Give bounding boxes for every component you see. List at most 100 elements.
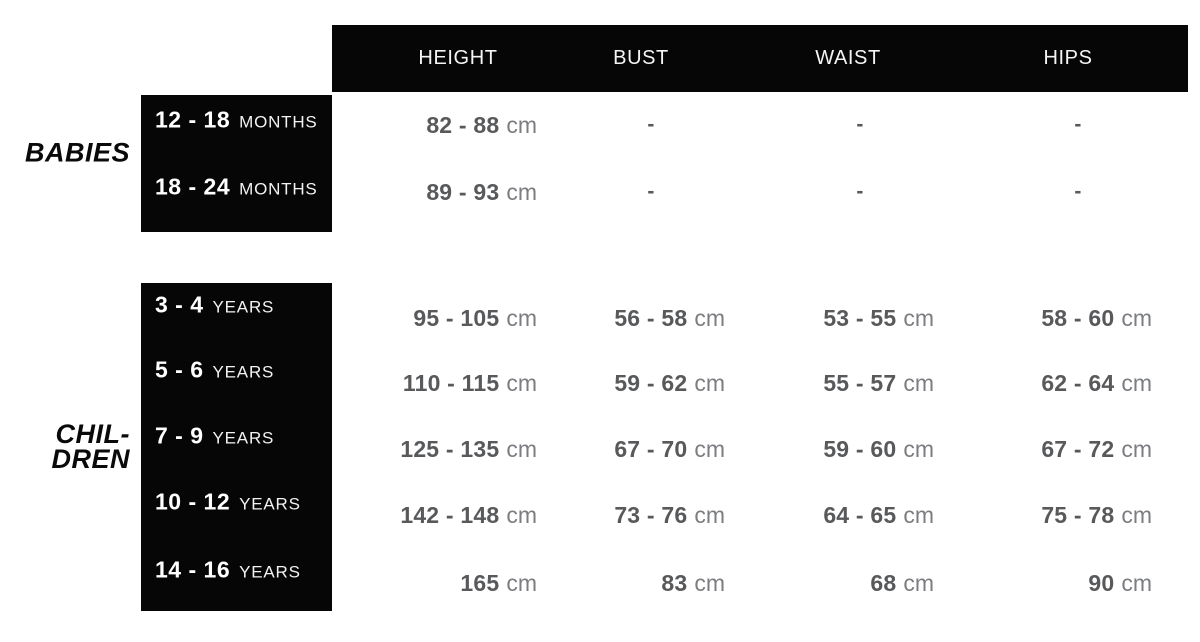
age-range-unit: YEARS bbox=[212, 297, 275, 317]
hips-unit: cm bbox=[1121, 369, 1152, 396]
cell-bust: 73 - 76 cm bbox=[545, 482, 725, 548]
height-value: 82 - 88 bbox=[426, 111, 500, 138]
cell-height: 165 cm bbox=[357, 550, 537, 616]
hips-value: 62 - 64 bbox=[1041, 369, 1115, 396]
cell-height: 125 - 135 cm bbox=[357, 416, 537, 482]
age-range-label: 10 - 12 YEARS bbox=[155, 489, 301, 516]
cell-height: 89 - 93 cm bbox=[357, 159, 537, 225]
bust-unit: cm bbox=[694, 304, 725, 331]
section-label-line: BABIES bbox=[24, 137, 130, 168]
age-range-value: 3 - 4 bbox=[155, 291, 204, 318]
bust-unit: cm bbox=[694, 569, 725, 596]
waist-value: - bbox=[856, 113, 864, 136]
age-range-value: 10 - 12 bbox=[155, 488, 231, 515]
section-label-line: CHIL- bbox=[55, 419, 130, 449]
hips-unit: cm bbox=[1121, 304, 1152, 331]
hips-unit: cm bbox=[1121, 501, 1152, 528]
age-range-label: 3 - 4 YEARS bbox=[155, 292, 274, 319]
waist-value: - bbox=[856, 180, 864, 203]
waist-value: 53 - 55 bbox=[823, 304, 897, 331]
hips-value: 58 - 60 bbox=[1041, 304, 1115, 331]
section-label-children: CHIL- DREN bbox=[0, 419, 130, 474]
bust-value: 83 bbox=[661, 569, 688, 596]
cell-height: 82 - 88 cm bbox=[357, 92, 537, 158]
height-unit: cm bbox=[506, 435, 537, 462]
age-range-label: 5 - 6 YEARS bbox=[155, 357, 274, 384]
cell-bust: 59 - 62 cm bbox=[545, 350, 725, 416]
age-range-value: 5 - 6 bbox=[155, 356, 204, 383]
cell-hips: 62 - 64 cm bbox=[972, 350, 1152, 416]
age-range-unit: MONTHS bbox=[239, 179, 318, 199]
hips-value: 75 - 78 bbox=[1041, 501, 1115, 528]
age-range-value: 18 - 24 bbox=[155, 173, 231, 200]
age-range-unit: YEARS bbox=[239, 562, 301, 582]
age-range-value: 12 - 18 bbox=[155, 106, 231, 133]
age-range-unit: YEARS bbox=[212, 362, 275, 382]
column-header-bust: BUST bbox=[613, 47, 669, 69]
cell-height: 110 - 115 cm bbox=[357, 350, 537, 416]
bust-value: - bbox=[647, 180, 655, 203]
cell-hips: 67 - 72 cm bbox=[972, 416, 1152, 482]
cell-bust: 56 - 58 cm bbox=[545, 285, 725, 351]
bust-value: - bbox=[647, 113, 655, 136]
height-value: 142 - 148 bbox=[400, 501, 500, 528]
height-value: 89 - 93 bbox=[426, 178, 500, 205]
cell-height: 95 - 105 cm bbox=[357, 285, 537, 351]
bust-unit: cm bbox=[694, 501, 725, 528]
cell-waist: 68 cm bbox=[754, 550, 934, 616]
cell-bust: - bbox=[545, 159, 741, 225]
hips-value: - bbox=[1074, 113, 1082, 136]
table-row: 12 - 18 MONTHS 82 - 88 cm - - - bbox=[0, 87, 1200, 153]
cell-waist: 59 - 60 cm bbox=[754, 416, 934, 482]
cell-waist: 53 - 55 cm bbox=[754, 285, 934, 351]
waist-unit: cm bbox=[903, 569, 934, 596]
cell-hips: 90 cm bbox=[972, 550, 1152, 616]
height-unit: cm bbox=[506, 569, 537, 596]
cell-waist: 64 - 65 cm bbox=[754, 482, 934, 548]
waist-value: 59 - 60 bbox=[823, 435, 897, 462]
cell-height: 142 - 148 cm bbox=[357, 482, 537, 548]
section-label-line: DREN bbox=[51, 444, 130, 474]
table-row: 18 - 24 MONTHS 89 - 93 cm - - - bbox=[0, 154, 1200, 220]
table-row: 3 - 4 YEARS 95 - 105 cm 56 - 58 cm 53 - … bbox=[0, 272, 1200, 338]
table-row: 10 - 12 YEARS 142 - 148 cm 73 - 76 cm 64… bbox=[0, 469, 1200, 535]
cell-hips: - bbox=[972, 159, 1168, 225]
waist-unit: cm bbox=[903, 435, 934, 462]
hips-unit: cm bbox=[1121, 569, 1152, 596]
age-range-unit: YEARS bbox=[239, 494, 301, 514]
height-unit: cm bbox=[506, 304, 537, 331]
column-header-height: HEIGHT bbox=[418, 47, 498, 69]
bust-value: 59 - 62 bbox=[614, 369, 688, 396]
age-range-label: 7 - 9 YEARS bbox=[155, 423, 274, 450]
age-range-value: 7 - 9 bbox=[155, 422, 204, 449]
height-value: 95 - 105 bbox=[413, 304, 500, 331]
table-row: 7 - 9 YEARS 125 - 135 cm 67 - 70 cm 59 -… bbox=[0, 403, 1200, 469]
height-unit: cm bbox=[506, 369, 537, 396]
hips-value: - bbox=[1074, 180, 1082, 203]
height-unit: cm bbox=[506, 178, 537, 205]
bust-value: 73 - 76 bbox=[614, 501, 688, 528]
cell-bust: - bbox=[545, 92, 741, 158]
waist-value: 68 bbox=[870, 569, 897, 596]
waist-value: 64 - 65 bbox=[823, 501, 897, 528]
waist-unit: cm bbox=[903, 369, 934, 396]
bust-unit: cm bbox=[694, 435, 725, 462]
age-range-value: 14 - 16 bbox=[155, 556, 231, 583]
height-value: 165 bbox=[460, 569, 500, 596]
age-range-unit: MONTHS bbox=[239, 112, 318, 132]
column-header-waist: WAIST bbox=[815, 47, 881, 69]
column-header-bar: HEIGHT BUST WAIST HIPS bbox=[332, 25, 1188, 92]
table-row: 5 - 6 YEARS 110 - 115 cm 59 - 62 cm 55 -… bbox=[0, 337, 1200, 403]
bust-value: 56 - 58 bbox=[614, 304, 688, 331]
bust-value: 67 - 70 bbox=[614, 435, 688, 462]
age-range-label: 12 - 18 MONTHS bbox=[155, 107, 318, 134]
height-value: 125 - 135 bbox=[400, 435, 500, 462]
age-range-unit: YEARS bbox=[212, 428, 275, 448]
height-unit: cm bbox=[506, 111, 537, 138]
cell-hips: 75 - 78 cm bbox=[972, 482, 1152, 548]
cell-waist: - bbox=[754, 92, 950, 158]
column-header-hips: HIPS bbox=[1043, 47, 1093, 69]
cell-waist: 55 - 57 cm bbox=[754, 350, 934, 416]
babies-age-box bbox=[141, 95, 332, 232]
